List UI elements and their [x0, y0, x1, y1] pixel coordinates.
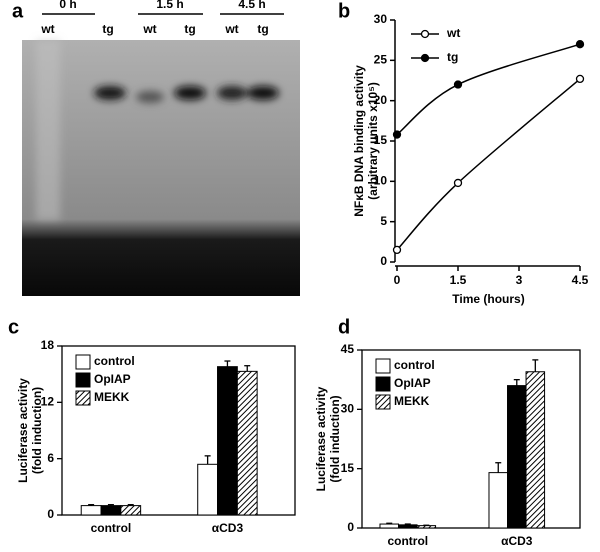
- panel-label: a: [12, 0, 24, 22]
- bar: [488, 472, 509, 529]
- x-tick-label: 1.5: [450, 273, 467, 287]
- x-tick-label: control: [91, 521, 132, 535]
- y-tick-label: 15: [374, 133, 388, 147]
- bar: [507, 385, 527, 529]
- bar: [120, 505, 142, 516]
- legend-swatch: [375, 394, 391, 410]
- y-tick-label: 10: [374, 174, 388, 188]
- x-tick-label: control: [387, 534, 428, 547]
- panel-label: d: [338, 316, 350, 338]
- y-tick-label: 45: [341, 342, 355, 356]
- bar: [416, 525, 437, 529]
- lane-label: wt: [224, 22, 238, 36]
- y-tick-label: 18: [41, 338, 55, 352]
- y-tick-label: 6: [47, 451, 54, 465]
- y-tick-label: 5: [380, 214, 387, 228]
- legend-swatch: [75, 390, 91, 406]
- bar: [398, 524, 418, 529]
- legend-label: tg: [447, 50, 458, 64]
- panel-label: c: [8, 316, 19, 338]
- x-tick-label: 4.5: [572, 273, 589, 287]
- point: [453, 80, 463, 89]
- y-tick-label: 30: [374, 12, 388, 26]
- point: [392, 245, 402, 255]
- point: [453, 178, 463, 188]
- time-label: 0 h: [59, 0, 76, 11]
- point: [392, 130, 402, 139]
- plot-frame: [361, 349, 581, 529]
- legend-label: OpIAP: [394, 376, 431, 390]
- legend-swatch: [375, 358, 391, 374]
- lane-label: tg: [257, 22, 268, 36]
- y-tick-label: 20: [374, 93, 388, 107]
- y-axis-label: NFκB DNA binding activity: [352, 65, 366, 217]
- y-tick-label: 15: [341, 461, 355, 475]
- bar: [236, 370, 258, 516]
- bar: [197, 463, 219, 516]
- legend-label: OpIAP: [94, 372, 131, 386]
- y-tick-label: 25: [374, 53, 388, 67]
- bar: [379, 523, 400, 529]
- time-label: 1.5 h: [156, 0, 183, 11]
- gel-bands: [36, 40, 279, 220]
- x-tick-label: 0: [394, 273, 401, 287]
- y-axis-label: (fold induction): [328, 395, 342, 482]
- y-axis-label: (fold induction): [30, 387, 44, 474]
- lane-label: tg: [102, 22, 113, 36]
- legend-swatch: [75, 354, 91, 370]
- panel-label: b: [338, 0, 350, 22]
- lane-label: wt: [142, 22, 156, 36]
- x-tick-label: 3: [516, 273, 523, 287]
- bar: [217, 366, 238, 516]
- time-label: 4.5 h: [238, 0, 265, 11]
- y-axis-label: (arbitrary units x10⁵): [366, 82, 380, 200]
- legend-marker: [420, 53, 430, 63]
- lane-label: wt: [40, 22, 54, 36]
- y-tick-label: 30: [341, 402, 355, 416]
- y-tick-label: 0: [47, 507, 54, 521]
- legend-label: wt: [446, 26, 460, 40]
- gel: a: [12, 0, 300, 296]
- x-axis-label: Time (hours): [452, 292, 524, 306]
- point: [575, 74, 585, 84]
- y-tick-label: 12: [41, 395, 55, 409]
- lane-label: tg: [184, 22, 195, 36]
- legend-label: control: [394, 358, 435, 372]
- gel-image: [22, 40, 300, 296]
- legend-swatch: [75, 372, 91, 388]
- legend-marker: [420, 29, 430, 39]
- point: [575, 40, 585, 49]
- x-tick-label: αCD3: [501, 534, 533, 547]
- y-tick-label: 0: [347, 520, 354, 534]
- legend-swatch: [375, 376, 391, 392]
- series-line: [396, 43, 581, 136]
- legend-label: MEKK: [94, 390, 130, 404]
- x-tick-label: αCD3: [212, 521, 244, 535]
- series-line: [396, 78, 581, 251]
- bar: [80, 505, 102, 516]
- bar: [100, 505, 122, 516]
- legend-label: control: [94, 354, 135, 368]
- plot-frame: [61, 345, 296, 516]
- bar: [525, 371, 546, 529]
- legend-label: MEKK: [394, 394, 430, 408]
- y-tick-label: 0: [380, 254, 387, 268]
- y-axis-label: Luciferase activity: [16, 378, 30, 483]
- y-axis-label: Luciferase activity: [314, 386, 328, 491]
